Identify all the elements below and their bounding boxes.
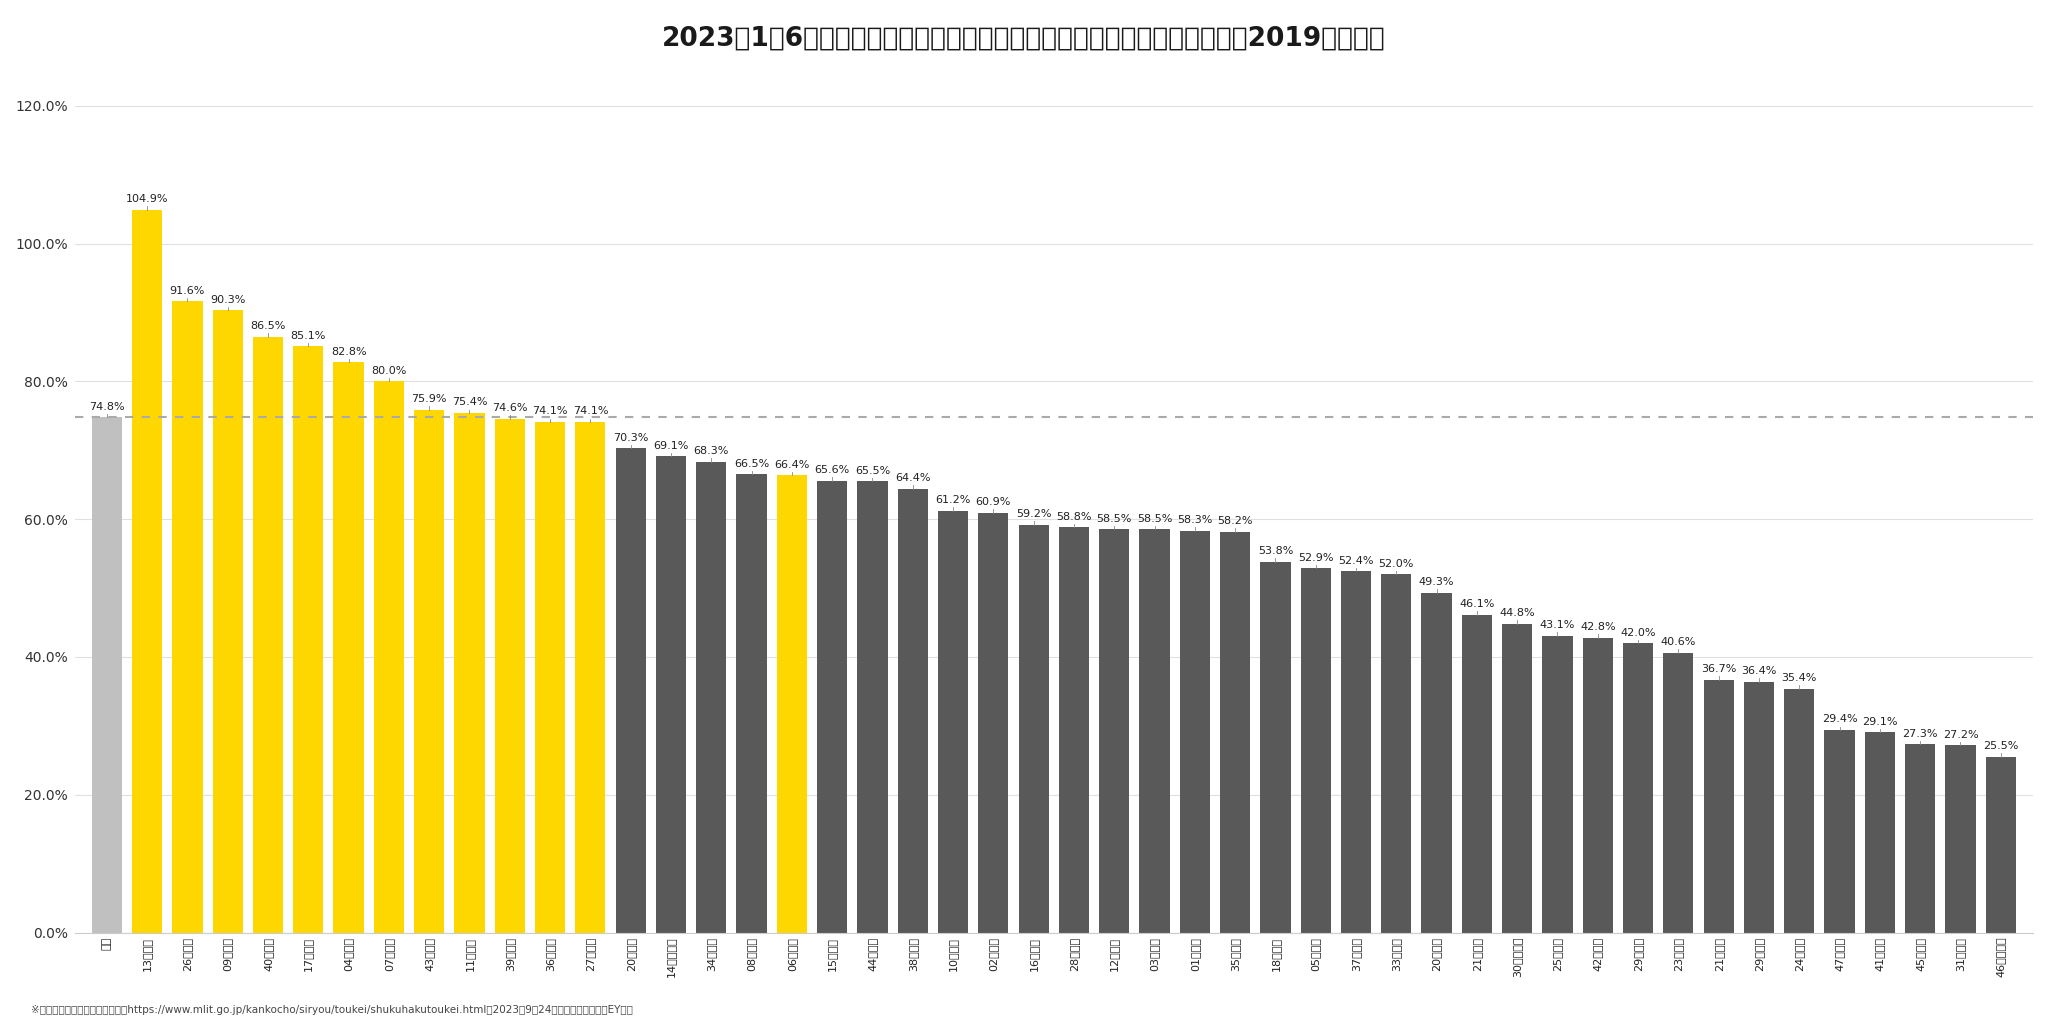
Bar bbox=[535, 421, 565, 933]
Bar bbox=[575, 421, 606, 933]
Bar bbox=[1987, 757, 2015, 933]
Bar bbox=[1462, 615, 1493, 933]
Bar bbox=[1542, 635, 1573, 933]
Text: 104.9%: 104.9% bbox=[125, 194, 168, 205]
Text: 58.8%: 58.8% bbox=[1057, 512, 1092, 522]
Bar bbox=[334, 362, 365, 933]
Text: 85.1%: 85.1% bbox=[291, 330, 326, 341]
Bar bbox=[455, 413, 485, 933]
Text: 43.1%: 43.1% bbox=[1540, 620, 1575, 630]
Bar bbox=[1180, 531, 1210, 933]
Bar bbox=[375, 382, 403, 933]
Text: 86.5%: 86.5% bbox=[250, 321, 285, 331]
Bar bbox=[496, 418, 524, 933]
Text: 90.3%: 90.3% bbox=[211, 295, 246, 305]
Text: 69.1%: 69.1% bbox=[653, 441, 688, 451]
Bar bbox=[1341, 572, 1370, 933]
Bar bbox=[1139, 530, 1169, 933]
Bar bbox=[252, 337, 283, 933]
Text: 70.3%: 70.3% bbox=[612, 433, 649, 443]
Bar bbox=[616, 448, 645, 933]
Bar bbox=[1825, 730, 1855, 933]
Text: 59.2%: 59.2% bbox=[1016, 509, 1051, 519]
Text: 44.8%: 44.8% bbox=[1499, 609, 1536, 618]
Bar bbox=[1583, 637, 1614, 933]
Text: 52.4%: 52.4% bbox=[1337, 555, 1374, 566]
Text: 60.9%: 60.9% bbox=[975, 497, 1012, 507]
Text: 74.1%: 74.1% bbox=[573, 406, 608, 416]
Bar bbox=[1300, 568, 1331, 933]
Text: 35.4%: 35.4% bbox=[1782, 673, 1817, 683]
Bar bbox=[1704, 679, 1735, 933]
Text: 64.4%: 64.4% bbox=[895, 474, 930, 483]
Bar bbox=[817, 481, 848, 933]
Bar bbox=[938, 510, 969, 933]
Text: 91.6%: 91.6% bbox=[170, 285, 205, 296]
Text: 58.5%: 58.5% bbox=[1096, 514, 1133, 524]
Bar bbox=[979, 513, 1008, 933]
Text: 74.6%: 74.6% bbox=[492, 403, 528, 413]
Text: 46.1%: 46.1% bbox=[1460, 599, 1495, 610]
Text: 74.8%: 74.8% bbox=[88, 402, 125, 411]
Text: 52.0%: 52.0% bbox=[1378, 559, 1413, 569]
Text: 27.2%: 27.2% bbox=[1944, 729, 1978, 740]
Bar bbox=[1421, 593, 1452, 933]
Text: 65.5%: 65.5% bbox=[854, 465, 891, 476]
Bar bbox=[1743, 681, 1774, 933]
Text: 53.8%: 53.8% bbox=[1257, 546, 1292, 557]
Text: 58.3%: 58.3% bbox=[1178, 516, 1212, 526]
Text: 66.4%: 66.4% bbox=[774, 459, 809, 470]
Text: 75.4%: 75.4% bbox=[453, 398, 487, 407]
Text: 66.5%: 66.5% bbox=[733, 459, 770, 469]
Text: 36.4%: 36.4% bbox=[1741, 666, 1778, 676]
Bar bbox=[414, 409, 444, 933]
Text: 74.1%: 74.1% bbox=[532, 406, 567, 416]
Bar bbox=[1059, 528, 1090, 933]
Text: 68.3%: 68.3% bbox=[694, 446, 729, 456]
Bar bbox=[655, 456, 686, 933]
Bar bbox=[1663, 653, 1694, 933]
Bar bbox=[172, 302, 203, 933]
Bar bbox=[1866, 732, 1894, 933]
Bar bbox=[1100, 530, 1128, 933]
Text: ※　観光庁「宿泊旅行統計調査」https://www.mlit.go.jp/kankocho/siryou/toukei/shukuhakutoukei.htm: ※ 観光庁「宿泊旅行統計調査」https://www.mlit.go.jp/ka… bbox=[31, 1005, 633, 1015]
Bar bbox=[1501, 624, 1532, 933]
Bar bbox=[897, 489, 928, 933]
Bar bbox=[213, 310, 244, 933]
Text: 27.3%: 27.3% bbox=[1903, 729, 1937, 739]
Text: 82.8%: 82.8% bbox=[332, 347, 367, 356]
Bar bbox=[1622, 643, 1653, 933]
Bar bbox=[776, 475, 807, 933]
Bar bbox=[1380, 574, 1411, 933]
Bar bbox=[1784, 688, 1815, 933]
Bar bbox=[1946, 745, 1976, 933]
Text: 58.5%: 58.5% bbox=[1137, 514, 1171, 524]
Text: 65.6%: 65.6% bbox=[815, 465, 850, 475]
Text: 29.1%: 29.1% bbox=[1862, 716, 1898, 726]
Text: 58.2%: 58.2% bbox=[1217, 516, 1253, 526]
Bar bbox=[858, 481, 887, 933]
Bar bbox=[1905, 745, 1935, 933]
Text: 80.0%: 80.0% bbox=[371, 366, 408, 375]
Text: 49.3%: 49.3% bbox=[1419, 577, 1454, 587]
Text: 29.4%: 29.4% bbox=[1823, 714, 1858, 724]
Bar bbox=[696, 462, 727, 933]
Bar bbox=[1221, 532, 1249, 933]
Text: 75.9%: 75.9% bbox=[412, 394, 446, 404]
Text: 61.2%: 61.2% bbox=[936, 495, 971, 505]
Text: 42.8%: 42.8% bbox=[1579, 622, 1616, 632]
Text: 42.0%: 42.0% bbox=[1620, 628, 1657, 637]
Bar bbox=[131, 210, 162, 933]
Text: 36.7%: 36.7% bbox=[1702, 664, 1737, 674]
Text: 52.9%: 52.9% bbox=[1298, 552, 1333, 563]
Bar bbox=[293, 346, 324, 933]
Text: 2023年1～6月のインバウンド観光客延べ宿泊者　（人泊、都道府県別）：2019年同期比: 2023年1～6月のインバウンド観光客延べ宿泊者 （人泊、都道府県別）：2019… bbox=[662, 26, 1386, 51]
Bar bbox=[92, 417, 123, 933]
Text: 25.5%: 25.5% bbox=[1982, 742, 2019, 751]
Bar bbox=[1260, 562, 1290, 933]
Text: 40.6%: 40.6% bbox=[1661, 637, 1696, 648]
Bar bbox=[1018, 525, 1049, 933]
Bar bbox=[737, 475, 766, 933]
